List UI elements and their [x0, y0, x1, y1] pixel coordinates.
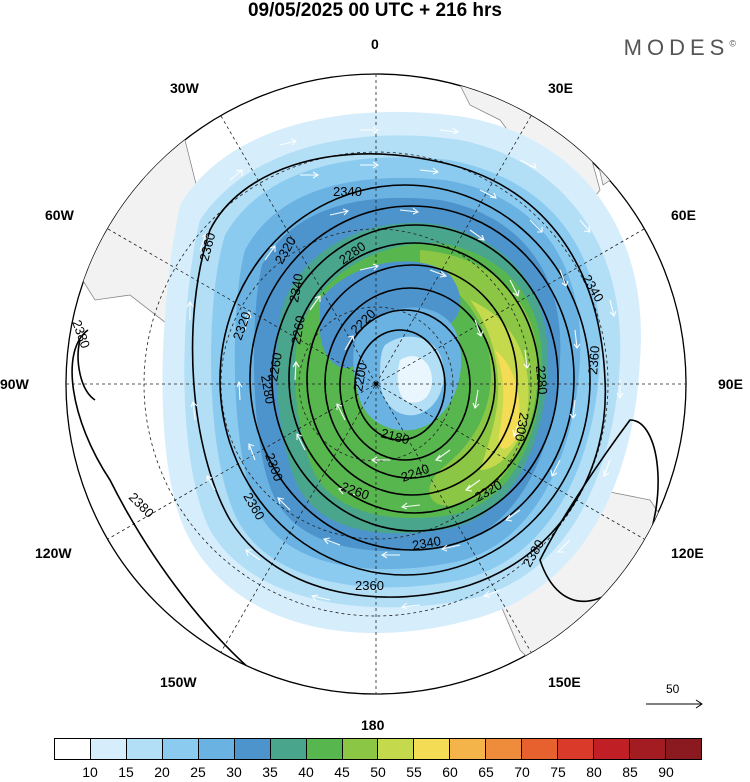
colorbar-swatch: [414, 739, 451, 759]
lon-label-60w: 60W: [45, 207, 74, 223]
colorbar-tick-label: 50: [370, 764, 386, 780]
colorbar-swatch: [162, 739, 199, 759]
contour-label: 2280: [533, 365, 550, 395]
modes-logo: MODES©: [624, 35, 736, 61]
colorbar-tick-label: 20: [154, 764, 170, 780]
colorbar-swatch: [594, 739, 630, 759]
colorbar-swatch: [486, 739, 523, 759]
lon-label-30e: 30E: [548, 80, 573, 96]
reference-vector: 50: [644, 682, 706, 710]
colorbar-swatch: [630, 739, 666, 759]
contour-label: 2280: [258, 374, 278, 405]
lon-label-150e: 150E: [548, 674, 581, 690]
colorbar-tick-label: 40: [298, 764, 314, 780]
colorbar-tick-label: 30: [226, 764, 242, 780]
contour-label: 2340: [333, 184, 362, 199]
contour-label: 2340: [286, 272, 306, 303]
lon-label-0: 0: [371, 36, 379, 52]
contour-label: 2300: [512, 411, 532, 442]
wind-vectors: [186, 126, 624, 610]
contour-label: 2360: [355, 578, 384, 593]
lon-label-120e: 120E: [671, 545, 704, 561]
wind-speed-colorbar: [54, 738, 702, 760]
lon-label-30w: 30W: [170, 80, 199, 96]
colorbar-swatch: [665, 739, 701, 759]
lon-label-120w: 120W: [35, 545, 72, 561]
colorbar-tick-label: 75: [550, 764, 566, 780]
colorbar-swatch: [126, 739, 163, 759]
colorbar-tick-label: 65: [478, 764, 494, 780]
colorbar-swatch: [450, 739, 487, 759]
colorbar-swatch: [558, 739, 595, 759]
colorbar-tick-label: 60: [442, 764, 458, 780]
lon-label-180: 180: [361, 717, 385, 733]
contour-label: 2180: [379, 425, 411, 447]
colorbar-tick-label: 80: [586, 764, 602, 780]
colorbar-tick-label: 55: [406, 764, 422, 780]
colorbar-swatch: [522, 739, 559, 759]
height-contours: [71, 153, 659, 691]
brand-text: MODES: [623, 35, 730, 60]
contour-label: 2200: [350, 361, 370, 392]
colorbar-swatch: [90, 739, 127, 759]
colorbar-tick-label: 70: [514, 764, 530, 780]
contour-label: 2360: [585, 345, 602, 375]
contour-label: 2260: [265, 351, 285, 382]
reference-vector-label: 50: [666, 682, 680, 696]
colorbar-swatch: [234, 739, 271, 759]
contour-label: 2340: [411, 533, 442, 553]
colorbar-swatch: [198, 739, 235, 759]
colorbar-tick-label: 25: [190, 764, 206, 780]
colorbar-swatch: [378, 739, 415, 759]
contour-label: 2360: [196, 231, 218, 263]
colorbar-swatch: [306, 739, 343, 759]
lon-label-90e: 90E: [718, 376, 743, 392]
map-title: 09/05/2025 00 UTC + 216 hrs: [247, 0, 503, 21]
wind-speed-shading: [162, 111, 641, 634]
colorbar-swatch: [342, 739, 379, 759]
lon-label-90w: 90W: [0, 376, 29, 392]
colorbar-tick-label: 15: [118, 764, 134, 780]
copyright-mark: ©: [729, 38, 736, 49]
lon-label-150w: 150W: [160, 674, 197, 690]
south-pole-marker: [374, 382, 378, 386]
colorbar-tick-label: 10: [82, 764, 98, 780]
reference-arrow-icon: [646, 699, 703, 709]
colorbar-swatch: [55, 739, 91, 759]
colorbar-tick-label: 45: [334, 764, 350, 780]
colorbar-tick-label: 35: [262, 764, 278, 780]
lon-label-60e: 60E: [671, 207, 696, 223]
contour-label: 2260: [288, 314, 308, 345]
colorbar-swatch: [270, 739, 307, 759]
colorbar-tick-label: 85: [622, 764, 638, 780]
colorbar-tick-label: 90: [658, 764, 674, 780]
